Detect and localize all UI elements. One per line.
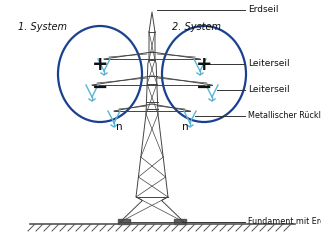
- Text: Fundament mit Erdung: Fundament mit Erdung: [248, 218, 321, 227]
- Polygon shape: [174, 219, 186, 224]
- Text: n: n: [182, 122, 188, 132]
- Text: Erdseil: Erdseil: [248, 6, 279, 15]
- Polygon shape: [118, 219, 130, 224]
- Text: Leiterseil: Leiterseil: [248, 60, 290, 68]
- Text: Metallischer Rückleiter: Metallischer Rückleiter: [248, 112, 321, 121]
- Text: 1. System: 1. System: [18, 22, 67, 32]
- Text: −: −: [92, 77, 108, 97]
- Text: +: +: [196, 54, 212, 74]
- Text: n: n: [116, 122, 122, 132]
- Text: 2. System: 2. System: [172, 22, 221, 32]
- Text: −: −: [196, 77, 212, 97]
- Text: +: +: [92, 54, 108, 74]
- Text: Leiterseil: Leiterseil: [248, 85, 290, 94]
